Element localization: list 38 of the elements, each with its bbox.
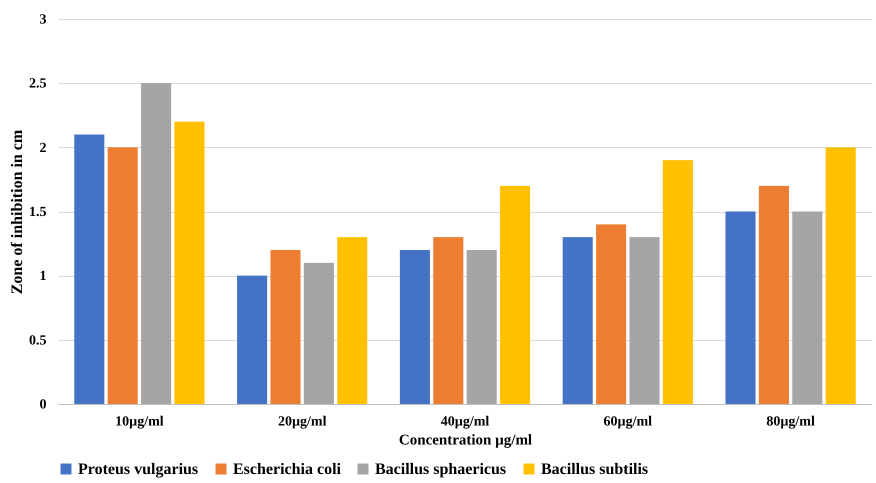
x-tick-label: 40µg/ml: [440, 414, 490, 430]
bar: [562, 237, 593, 404]
y-tick-label: 3: [40, 12, 46, 28]
legend-label: Bacillus subtilis: [541, 461, 648, 478]
bar: [725, 212, 756, 404]
y-tick-label: 0.5: [29, 333, 46, 348]
bar: [758, 186, 789, 404]
bar: [237, 276, 268, 404]
legend-label: Proteus vulgarius: [78, 461, 198, 478]
legend-label: Bacillus sphaericus: [375, 461, 506, 478]
y-tick-label: 0: [40, 398, 46, 412]
bar: [433, 237, 464, 404]
x-axis-title: Concentration µg/ml: [398, 432, 532, 448]
x-tick-label: 10µg/ml: [115, 414, 164, 430]
bar: [596, 224, 626, 404]
y-tick-label: 2: [40, 140, 46, 156]
bar: [662, 160, 693, 404]
x-tick-label: 60µg/ml: [604, 414, 652, 430]
bar: [108, 147, 138, 404]
y-tick-label: 2.5: [29, 76, 46, 92]
bar: [826, 147, 856, 404]
bar: [337, 237, 368, 404]
bar: [74, 134, 104, 404]
bar: [629, 237, 660, 404]
bar: [141, 83, 172, 404]
y-tick-label: 1: [40, 269, 46, 284]
x-tick-label: 20µg/ml: [278, 414, 327, 430]
bar: [466, 250, 497, 404]
bar: [400, 250, 430, 404]
bar: [792, 212, 822, 404]
bar: [500, 186, 530, 404]
x-tick-label: 80µg/ml: [766, 414, 815, 430]
legend-label: Escherichia coli: [233, 461, 342, 478]
y-tick-label: 1.5: [29, 205, 46, 220]
bar: [174, 122, 205, 404]
bar: [304, 262, 334, 404]
bar: [270, 250, 301, 404]
y-axis-title: Zone of inhibition in cm: [9, 129, 26, 294]
